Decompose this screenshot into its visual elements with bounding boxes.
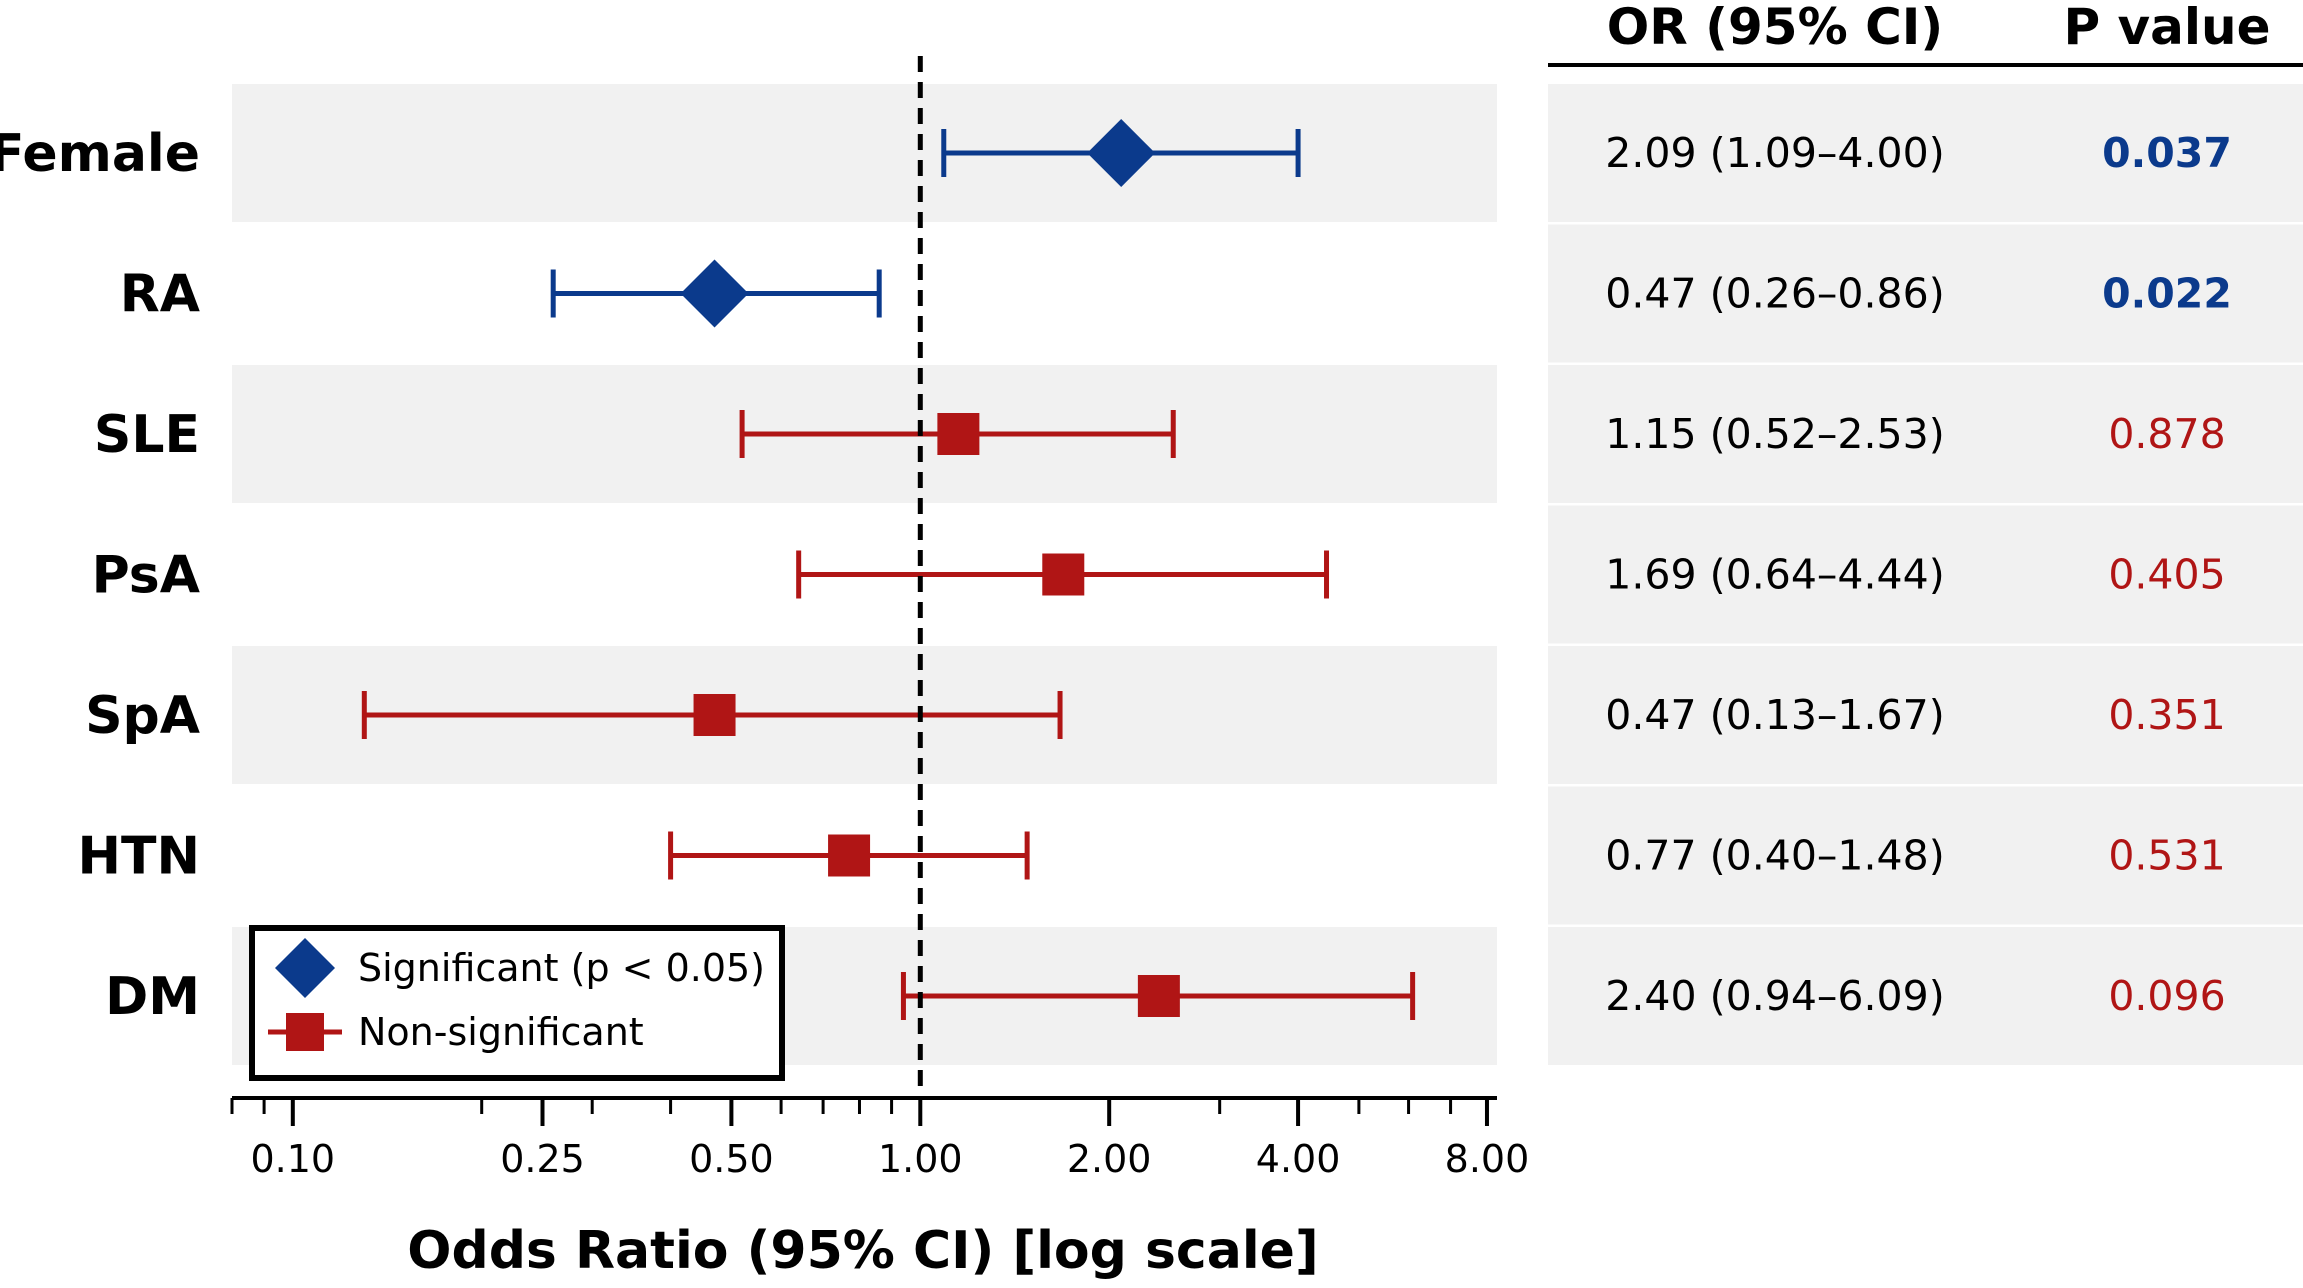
forest-row: Female: [0, 119, 1301, 187]
or-ci-value: 0.47 (0.26–0.86): [1605, 270, 1944, 318]
forest-row: DM: [105, 967, 1416, 1027]
row-label: RA: [120, 265, 200, 325]
table-bands: [1548, 84, 2303, 1065]
table-row-band: [1548, 224, 2303, 363]
point-estimate-square: [1042, 553, 1085, 596]
p-value: 0.096: [2108, 972, 2225, 1020]
point-estimate-square: [937, 413, 980, 455]
forest-row: HTN: [77, 827, 1030, 887]
row-label: Female: [0, 124, 200, 184]
x-axis-title: Odds Ratio (95% CI) [log scale]: [407, 1221, 1318, 1281]
or-ci-value: 1.15 (0.52–2.53): [1605, 410, 1944, 458]
results-table: 2.09 (1.09–4.00) 0.037 0.47 (0.26–0.86) 0.0…: [1548, 0, 2303, 1020]
tick-label: 0.10: [251, 1137, 336, 1181]
forest-row: SpA: [85, 686, 1063, 746]
p-value: 0.531: [2108, 832, 2225, 880]
p-value: 0.037: [2102, 129, 2232, 177]
legend-box: [249, 925, 785, 1081]
p-value: 0.405: [2108, 551, 2225, 599]
or-ci-value: 2.40 (0.94–6.09): [1605, 972, 1944, 1020]
tick-label: 8.00: [1445, 1137, 1530, 1181]
row-label: DM: [105, 967, 200, 1027]
table-row-band: [1548, 84, 2303, 222]
rows: Female RA SLE PsA SpA HTN DM: [0, 119, 1416, 1027]
p-value: 0.878: [2108, 410, 2225, 458]
forest-row: RA: [120, 259, 882, 328]
row-label: SpA: [85, 686, 200, 746]
legend-diamond-icon: [275, 938, 335, 998]
tick-label: 4.00: [1256, 1137, 1341, 1181]
table-row-band: [1548, 365, 2303, 503]
or-column-header: OR (95% CI): [1607, 0, 1944, 56]
point-estimate-square: [693, 694, 736, 736]
or-ci-value: 1.69 (0.64–4.44): [1605, 551, 1944, 599]
x-axis: 0.10 0.25 0.50 1.00 2.00 4.00 8.00: [230, 1096, 1530, 1181]
legend-square-icon: [286, 1013, 324, 1051]
tick-label: 0.50: [689, 1137, 774, 1181]
table-row-band: [1548, 646, 2303, 784]
table-row-band: [1548, 505, 2303, 644]
legend: Significant (p < 0.05) Non-significant: [249, 925, 785, 1081]
or-ci-value: 0.77 (0.40–1.48): [1605, 832, 1944, 880]
tick-label: 1.00: [878, 1137, 963, 1181]
tick-label: 2.00: [1067, 1137, 1152, 1181]
p-value: 0.022: [2102, 270, 2232, 318]
row-label: SLE: [94, 405, 200, 465]
point-estimate-square: [828, 834, 871, 877]
legend-label: Non-significant: [358, 1010, 644, 1054]
table-row-band: [1548, 927, 2303, 1065]
p-column-header: P value: [2063, 0, 2270, 56]
forest-row: SLE: [94, 405, 1176, 465]
table-row-band: [1548, 786, 2303, 925]
row-label: HTN: [77, 827, 200, 887]
point-estimate-square: [1137, 975, 1180, 1017]
or-ci-value: 0.47 (0.13–1.67): [1605, 691, 1944, 739]
point-estimate-diamond: [1087, 119, 1156, 187]
row-band: [232, 84, 1497, 222]
forest-row: PsA: [92, 546, 1330, 606]
or-ci-value: 2.09 (1.09–4.00): [1605, 129, 1944, 177]
point-estimate-diamond: [680, 259, 749, 328]
tick-label: 0.25: [500, 1137, 585, 1181]
p-value: 0.351: [2108, 691, 2225, 739]
legend-label: Significant (p < 0.05): [358, 946, 765, 990]
row-label: PsA: [92, 546, 200, 606]
